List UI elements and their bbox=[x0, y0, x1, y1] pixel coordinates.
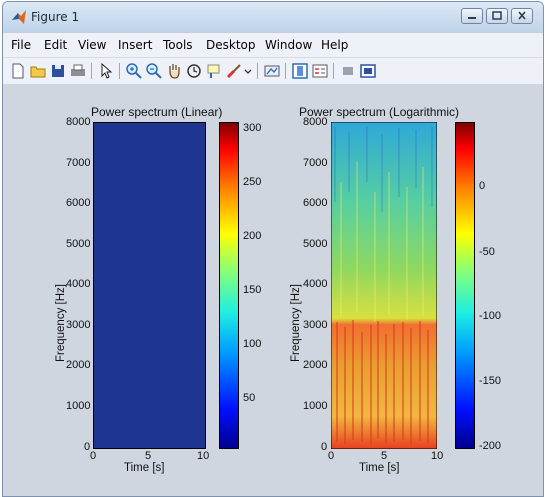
colorbar-tick: -150 bbox=[479, 375, 502, 387]
hide-plot-tools-icon[interactable] bbox=[339, 62, 357, 80]
ytick-label: 2000 bbox=[303, 359, 328, 371]
ytick-label: 6000 bbox=[303, 197, 328, 209]
ytick-label: 7000 bbox=[66, 157, 91, 169]
colorbar-linear bbox=[219, 122, 239, 449]
colorbar-logarithmic bbox=[455, 122, 475, 449]
colorbar-tick: -50 bbox=[479, 246, 495, 258]
edit-plot-arrow-icon[interactable] bbox=[97, 62, 115, 80]
colorbar-tick: -100 bbox=[479, 310, 502, 322]
ytick-label: 1000 bbox=[66, 400, 91, 412]
print-icon[interactable] bbox=[69, 62, 87, 80]
colorbar-tick: 300 bbox=[243, 122, 262, 134]
toolbar-separator bbox=[285, 63, 286, 79]
matlab-logo-icon bbox=[12, 10, 26, 24]
open-file-icon[interactable] bbox=[29, 62, 47, 80]
ytick-label: 4000 bbox=[303, 278, 328, 290]
plot-title-linear: Power spectrum (Linear) bbox=[91, 105, 223, 119]
zoom-in-icon[interactable] bbox=[125, 62, 143, 80]
ytick-label: 4000 bbox=[66, 278, 91, 290]
xtick-label: 10 bbox=[431, 450, 444, 462]
ytick-label: 0 bbox=[321, 441, 328, 453]
minimize-icon bbox=[468, 17, 476, 19]
colorbar-tick: -200 bbox=[479, 440, 502, 452]
colorbar-tick: 100 bbox=[243, 338, 262, 350]
xtick-label: 0 bbox=[328, 450, 335, 462]
maximize-icon bbox=[492, 11, 502, 20]
rotate-3d-icon[interactable] bbox=[185, 62, 203, 80]
ytick-label: 2000 bbox=[66, 359, 91, 371]
menu-bar: File Edit View Insert Tools Desktop Wind… bbox=[3, 32, 543, 57]
pan-hand-icon[interactable] bbox=[165, 62, 183, 80]
legend-icon[interactable] bbox=[311, 62, 329, 80]
toolbar-separator bbox=[333, 63, 334, 79]
menu-edit[interactable]: Edit bbox=[44, 38, 68, 52]
ytick-label: 7000 bbox=[303, 157, 328, 169]
plot-title-logarithmic: Power spectrum (Logarithmic) bbox=[299, 105, 460, 119]
ytick-label: 8000 bbox=[303, 116, 328, 128]
maximize-button[interactable] bbox=[486, 8, 508, 24]
ytick-label: 3000 bbox=[303, 319, 328, 331]
ytick-label: 0 bbox=[84, 441, 91, 453]
ytick-label: 8000 bbox=[66, 116, 91, 128]
menu-tools[interactable]: Tools bbox=[163, 38, 193, 52]
new-figure-icon[interactable] bbox=[9, 62, 27, 80]
link-plot-icon[interactable] bbox=[263, 62, 281, 80]
toolbar-separator bbox=[91, 63, 92, 79]
spectrogram-logarithmic bbox=[331, 122, 437, 449]
figure-canvas: Power spectrum (Linear) Frequency [Hz] T… bbox=[3, 84, 543, 496]
colorbar-tick: 150 bbox=[243, 284, 262, 296]
menu-view[interactable]: View bbox=[78, 38, 107, 52]
brush-icon[interactable] bbox=[225, 62, 243, 80]
ytick-label: 6000 bbox=[66, 197, 91, 209]
spectrogram-linear bbox=[93, 122, 206, 449]
data-cursor-icon[interactable] bbox=[205, 62, 223, 80]
menu-help[interactable]: Help bbox=[321, 38, 349, 52]
colorbar-tick: 50 bbox=[243, 392, 256, 404]
title-bar[interactable]: Figure 1 bbox=[3, 2, 543, 32]
xtick-label: 5 bbox=[145, 450, 152, 462]
zoom-out-icon[interactable] bbox=[145, 62, 163, 80]
xlabel-logarithmic: Time [s] bbox=[359, 462, 400, 474]
colorbar-tick: 200 bbox=[243, 230, 262, 242]
menu-file[interactable]: File bbox=[11, 38, 32, 52]
menu-insert[interactable]: Insert bbox=[118, 38, 153, 52]
toolbar-separator bbox=[119, 63, 120, 79]
figure-toolbar bbox=[3, 57, 543, 85]
menu-window[interactable]: Window bbox=[265, 38, 313, 52]
chevron-down-icon[interactable] bbox=[243, 62, 253, 80]
xtick-label: 5 bbox=[381, 450, 388, 462]
colorbar-icon[interactable] bbox=[291, 62, 309, 80]
menu-desktop[interactable]: Desktop bbox=[206, 38, 256, 52]
toolbar-separator bbox=[257, 63, 258, 79]
ytick-label: 3000 bbox=[66, 319, 91, 331]
show-plot-tools-icon[interactable] bbox=[359, 62, 377, 80]
close-icon bbox=[518, 11, 526, 20]
ytick-label: 5000 bbox=[66, 238, 91, 250]
ytick-label: 1000 bbox=[303, 400, 328, 412]
xlabel-linear: Time [s] bbox=[124, 462, 165, 474]
minimize-button[interactable] bbox=[461, 8, 483, 24]
ytick-label: 5000 bbox=[303, 238, 328, 250]
ylabel-logarithmic: Frequency [Hz] bbox=[290, 284, 302, 362]
save-icon[interactable] bbox=[49, 62, 67, 80]
window-title: Figure 1 bbox=[31, 10, 80, 24]
colorbar-tick: 0 bbox=[479, 180, 486, 192]
xtick-label: 0 bbox=[90, 450, 97, 462]
xtick-label: 10 bbox=[197, 450, 210, 462]
colorbar-tick: 250 bbox=[243, 176, 262, 188]
close-button[interactable] bbox=[511, 8, 533, 24]
